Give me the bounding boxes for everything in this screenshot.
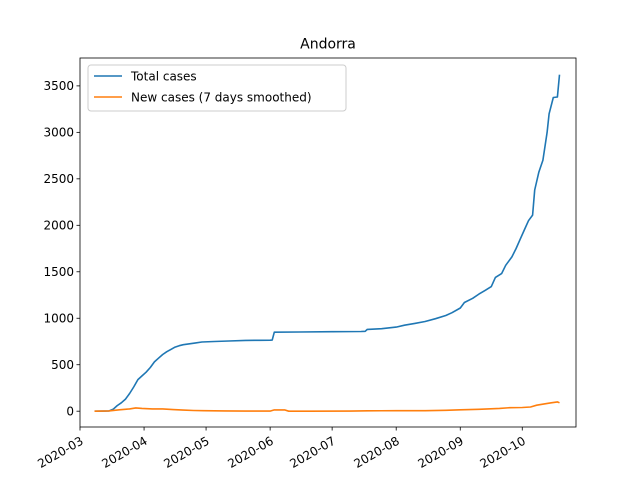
series-layer <box>94 74 561 412</box>
y-tick-label: 500 <box>51 358 74 372</box>
y-tick-label: 2500 <box>43 172 74 186</box>
y-axis: 0 500 1000 1500 2000 2500 3000 3500 <box>43 79 80 418</box>
y-tick-label: 3500 <box>43 79 74 93</box>
y-tick-label: 0 <box>66 404 74 418</box>
y-tick-label: 3000 <box>43 126 74 140</box>
plot-frame <box>79 57 577 428</box>
legend-label-1: Total cases <box>130 69 197 83</box>
series-line-1 <box>94 74 561 412</box>
series-line-2 <box>94 401 560 412</box>
y-tick-label: 2000 <box>43 219 74 233</box>
chart-title: Andorra <box>300 37 356 53</box>
y-tick-label: 1000 <box>43 312 74 326</box>
legend-label-2: New cases (7 days smoothed) <box>131 90 312 104</box>
legend: Total cases New cases (7 days smoothed) <box>87 64 347 112</box>
y-tick-label: 1500 <box>43 265 74 279</box>
plot-area <box>80 58 576 427</box>
legend-box <box>87 64 347 112</box>
